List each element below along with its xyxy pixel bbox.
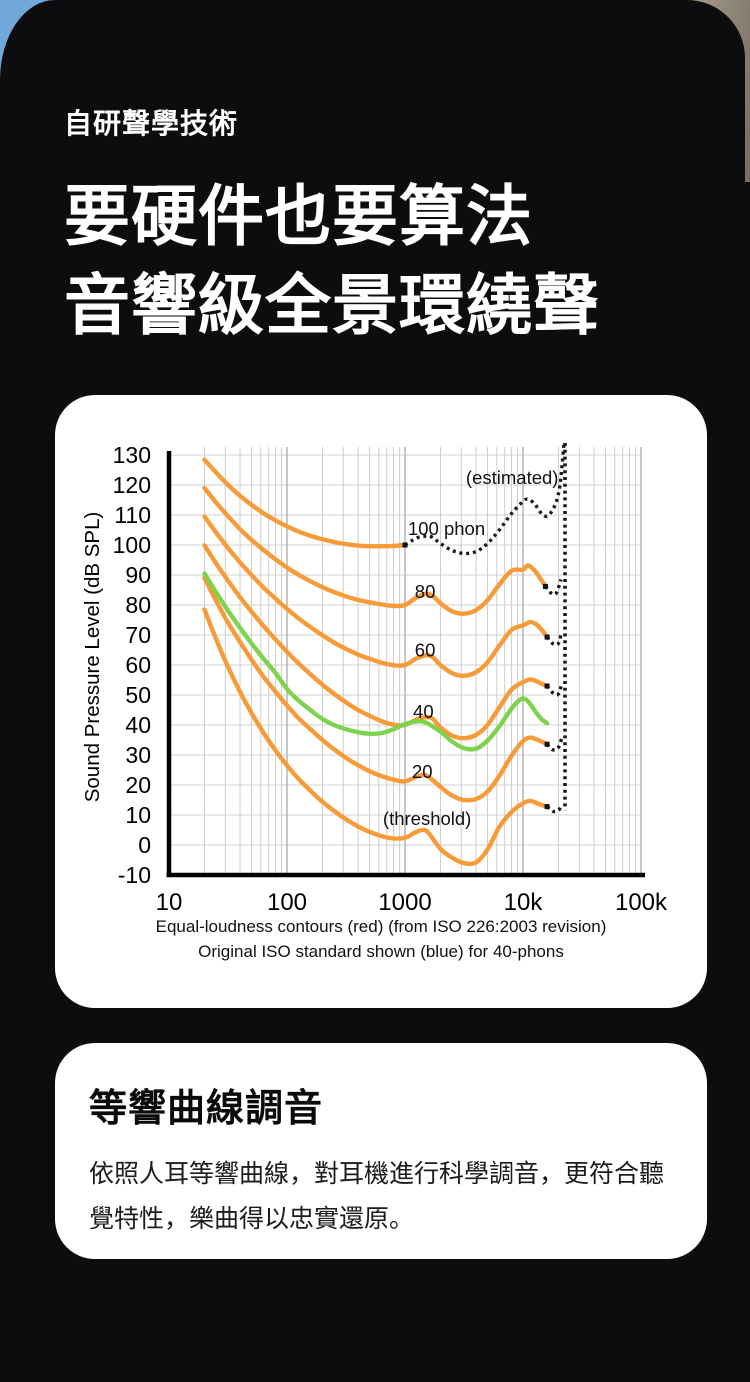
svg-text:10: 10 xyxy=(125,802,151,828)
svg-text:40: 40 xyxy=(413,701,434,722)
svg-text:10: 10 xyxy=(156,889,183,916)
svg-text:10k: 10k xyxy=(504,889,544,916)
svg-text:Equal-loudness contours (red): Equal-loudness contours (red) (from ISO … xyxy=(156,917,607,936)
eyebrow-label: 自研聲學技術 xyxy=(64,108,239,139)
svg-text:80: 80 xyxy=(415,581,436,602)
section-header: 自研聲學技術 要硬件也要算法 音響級全景環繞聲 xyxy=(64,102,681,350)
feature-card-body-line1: 依照人耳等響曲線，對耳機進行科學調音，更符合聽 xyxy=(89,1160,665,1188)
page-title-line2: 音響級全景環繞聲 xyxy=(64,268,600,342)
svg-text:100: 100 xyxy=(113,532,151,558)
feature-card: 等響曲線調音 依照人耳等響曲線，對耳機進行科學調音，更符合聽 覺特性，樂曲得以忠… xyxy=(55,1043,707,1259)
svg-text:(threshold): (threshold) xyxy=(383,808,471,829)
svg-text:20: 20 xyxy=(412,761,433,782)
svg-text:-10: -10 xyxy=(118,862,151,888)
svg-text:100: 100 xyxy=(267,889,307,916)
equal-loudness-chart-card: 130 120 110 100 90 80 70 60 50 40 30 20 10 0 -10 10 100 1… xyxy=(55,395,707,1008)
svg-text:120: 120 xyxy=(113,472,151,498)
svg-text:90: 90 xyxy=(125,562,151,588)
svg-text:0: 0 xyxy=(138,832,151,858)
svg-text:50: 50 xyxy=(125,682,151,708)
svg-text:30: 30 xyxy=(125,742,151,768)
svg-text:130: 130 xyxy=(113,442,151,468)
svg-text:20: 20 xyxy=(125,772,151,798)
svg-text:100 phon: 100 phon xyxy=(408,518,485,539)
feature-card-body: 依照人耳等響曲線，對耳機進行科學調音，更符合聽 覺特性，樂曲得以忠實還原。 xyxy=(89,1152,693,1242)
page-title: 要硬件也要算法 音響級全景環繞聲 xyxy=(64,172,681,350)
svg-text:100k: 100k xyxy=(615,889,668,916)
svg-text:60: 60 xyxy=(415,640,436,661)
svg-text:Sound Pressure Level (dB SPL): Sound Pressure Level (dB SPL) xyxy=(81,512,104,803)
feature-card-title: 等響曲線調音 xyxy=(89,1088,324,1130)
feature-card-body-line2: 覺特性，樂曲得以忠實還原。 xyxy=(89,1205,415,1233)
page-title-line1: 要硬件也要算法 xyxy=(64,179,533,253)
svg-text:60: 60 xyxy=(125,652,151,678)
svg-text:40: 40 xyxy=(125,712,151,738)
svg-text:80: 80 xyxy=(125,592,151,618)
svg-text:110: 110 xyxy=(114,502,151,528)
svg-text:70: 70 xyxy=(125,622,151,648)
svg-text:1000: 1000 xyxy=(378,889,431,916)
svg-text:(estimated): (estimated) xyxy=(466,467,559,488)
svg-text:Original ISO standard shown (b: Original ISO standard shown (blue) for 4… xyxy=(198,942,564,961)
